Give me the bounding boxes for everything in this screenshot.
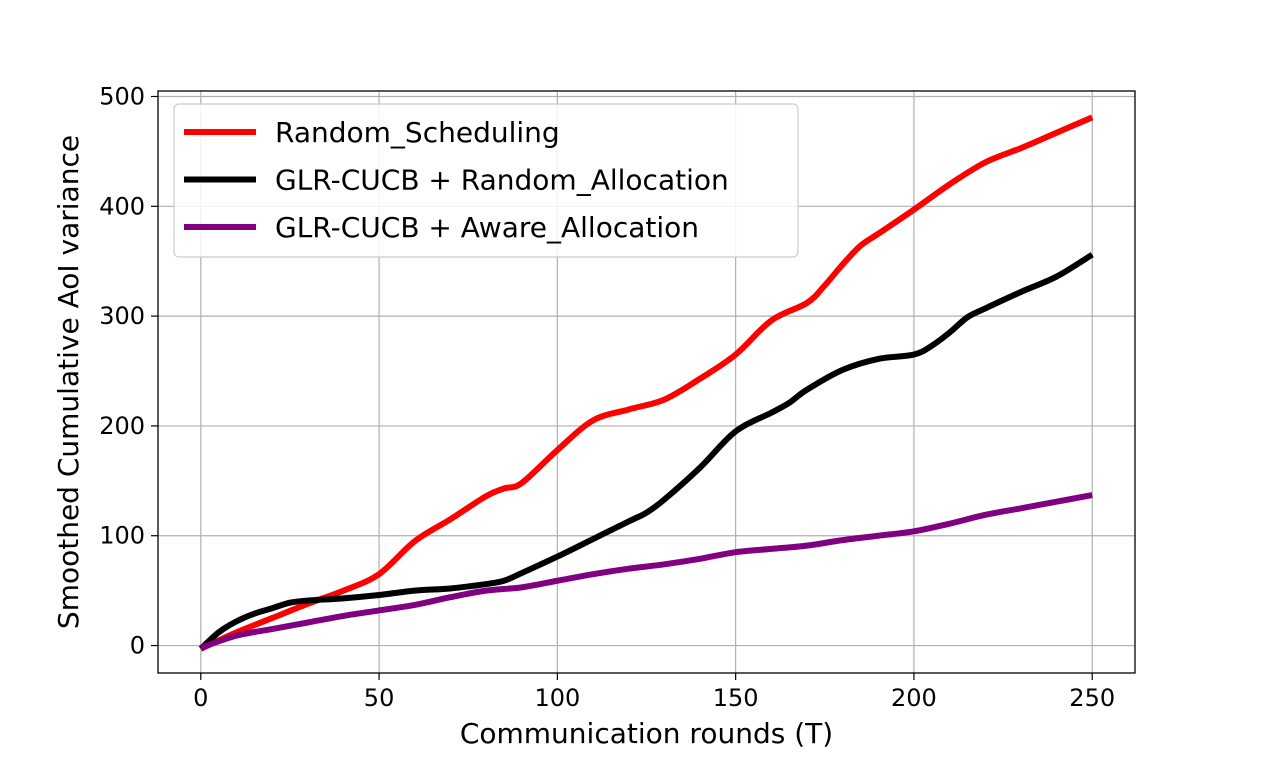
y-tick-label: 400 <box>99 192 145 220</box>
series-line-glr-cucb-random-allocation <box>198 252 1094 652</box>
y-axis-label: Smoothed Cumulative AoI variance <box>52 135 85 629</box>
x-axis-label: Communication rounds (T) <box>460 717 833 750</box>
legend-label: GLR-CUCB + Aware_Allocation <box>275 211 699 244</box>
x-tick-label: 150 <box>713 684 759 712</box>
legend-box <box>173 103 799 258</box>
series-line-random-scheduling <box>199 114 1094 652</box>
y-tick-label: 0 <box>130 632 145 660</box>
series-lines <box>198 114 1094 652</box>
y-tick-label: 300 <box>99 302 145 330</box>
x-tick-label: 200 <box>891 684 937 712</box>
y-tick-label: 500 <box>99 82 145 110</box>
plot-frame <box>157 90 1136 674</box>
x-tick-label: 50 <box>364 684 395 712</box>
x-tick-label: 100 <box>534 684 580 712</box>
x-tick-label: 0 <box>193 684 208 712</box>
y-tick-label: 200 <box>99 412 145 440</box>
y-tick-label: 100 <box>99 522 145 550</box>
axis-ticks: 0 50 100 150 200 250 0 100 200 300 400 500 <box>99 82 1115 712</box>
legend: Random_Scheduling GLR-CUCB + Random_Alloc… <box>173 103 799 258</box>
x-tick-label: 250 <box>1069 684 1115 712</box>
legend-label: GLR-CUCB + Random_Allocation <box>275 164 729 197</box>
series-line-glr-cucb-aware-allocation <box>199 492 1093 651</box>
legend-label: Random_Scheduling <box>275 116 560 149</box>
